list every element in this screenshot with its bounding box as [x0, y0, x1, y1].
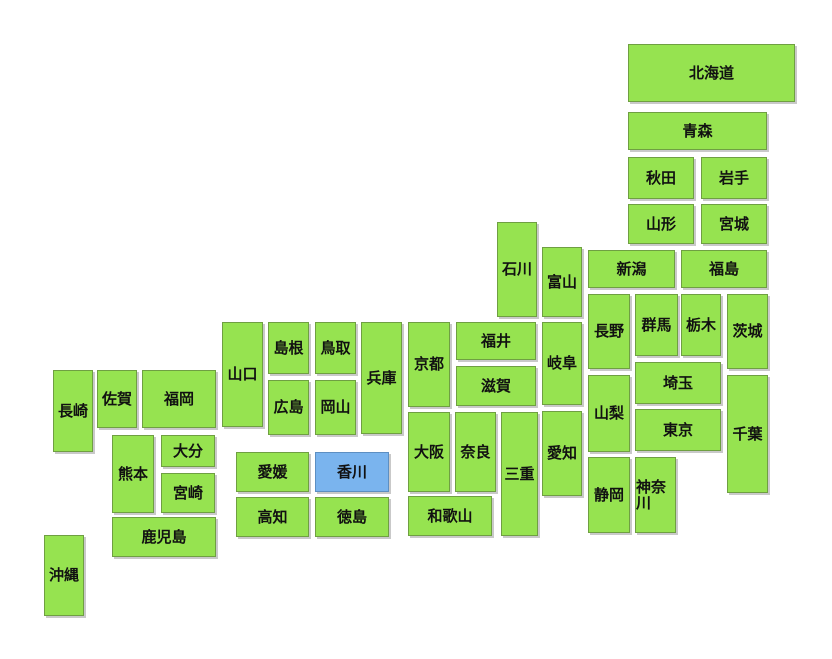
prefecture-niigata[interactable]: 新潟 [588, 250, 675, 288]
prefecture-yamaguchi[interactable]: 山口 [222, 322, 263, 427]
prefecture-ibaraki[interactable]: 茨城 [727, 294, 768, 369]
prefecture-okinawa[interactable]: 沖縄 [44, 535, 84, 616]
prefecture-nara[interactable]: 奈良 [455, 412, 496, 492]
prefecture-kagoshima[interactable]: 鹿児島 [112, 517, 216, 557]
prefecture-yamagata[interactable]: 山形 [628, 204, 694, 244]
prefecture-kumamoto[interactable]: 熊本 [112, 435, 154, 513]
prefecture-hiroshima[interactable]: 広島 [268, 380, 309, 435]
prefecture-miyazaki[interactable]: 宮崎 [161, 473, 215, 513]
prefecture-tochigi[interactable]: 栃木 [681, 294, 721, 356]
prefecture-akita[interactable]: 秋田 [628, 157, 694, 199]
prefecture-wakayama[interactable]: 和歌山 [408, 496, 492, 536]
prefecture-gunma[interactable]: 群馬 [635, 294, 678, 356]
prefecture-hokkaido[interactable]: 北海道 [628, 44, 795, 102]
prefecture-nagasaki[interactable]: 長崎 [53, 370, 93, 452]
prefecture-hyogo[interactable]: 兵庫 [361, 322, 402, 434]
prefecture-kochi[interactable]: 高知 [236, 497, 309, 537]
prefecture-saga[interactable]: 佐賀 [97, 370, 137, 428]
prefecture-fukushima[interactable]: 福島 [681, 250, 767, 288]
prefecture-nagano[interactable]: 長野 [588, 294, 630, 369]
prefecture-miyagi[interactable]: 宮城 [701, 204, 767, 244]
prefecture-iwate[interactable]: 岩手 [701, 157, 767, 199]
prefecture-ehime[interactable]: 愛媛 [236, 452, 309, 492]
prefecture-shizuoka[interactable]: 静岡 [588, 457, 630, 533]
prefecture-kyoto[interactable]: 京都 [408, 322, 450, 407]
prefecture-chiba[interactable]: 千葉 [727, 375, 768, 493]
prefecture-fukui[interactable]: 福井 [456, 322, 536, 360]
prefecture-okayama[interactable]: 岡山 [315, 380, 356, 435]
prefecture-tokushima[interactable]: 徳島 [315, 497, 389, 537]
prefecture-yamanashi[interactable]: 山梨 [588, 375, 630, 452]
prefecture-gifu[interactable]: 岐阜 [542, 322, 582, 405]
prefecture-fukuoka[interactable]: 福岡 [142, 370, 216, 428]
prefecture-oita[interactable]: 大分 [161, 435, 215, 467]
prefecture-ishikawa[interactable]: 石川 [497, 222, 537, 317]
prefecture-shimane[interactable]: 島根 [268, 322, 309, 374]
prefecture-tottori[interactable]: 鳥取 [315, 322, 356, 374]
prefecture-mie[interactable]: 三重 [501, 412, 538, 536]
prefecture-kagawa[interactable]: 香川 [315, 452, 389, 492]
prefecture-osaka[interactable]: 大阪 [408, 412, 450, 492]
prefecture-tokyo[interactable]: 東京 [635, 409, 721, 451]
prefecture-kanagawa[interactable]: 神奈川 [635, 457, 676, 533]
prefecture-toyama[interactable]: 富山 [542, 247, 582, 317]
prefecture-saitama[interactable]: 埼玉 [635, 362, 721, 404]
prefecture-aichi[interactable]: 愛知 [542, 411, 582, 496]
prefecture-shiga[interactable]: 滋賀 [456, 366, 536, 406]
prefecture-aomori[interactable]: 青森 [628, 112, 767, 150]
